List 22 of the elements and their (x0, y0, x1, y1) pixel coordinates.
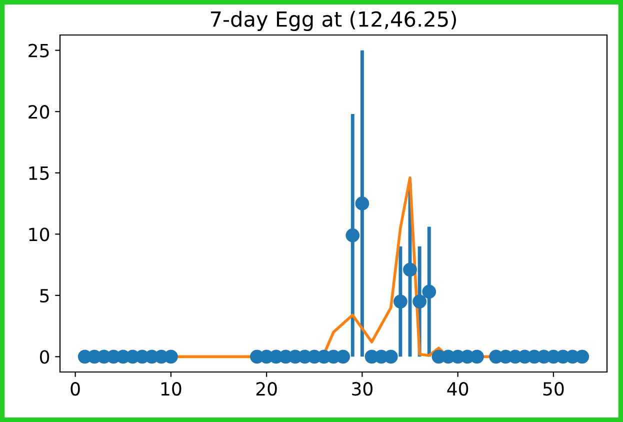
point (355, 196, 370, 210)
x-tick-label: 0 (70, 382, 80, 396)
point (346, 228, 360, 242)
y-tick-label: 5 (40, 289, 49, 303)
x-tick-label: 20 (256, 382, 277, 396)
y-tick-label: 15 (29, 166, 49, 180)
point (336, 350, 350, 364)
y-tick-label: 0 (40, 350, 50, 364)
point (393, 294, 408, 308)
chart-title: 7-day Egg at (12,46.25) (210, 10, 456, 31)
point (422, 284, 436, 299)
point (403, 262, 417, 277)
x-tick-label: 40 (447, 382, 468, 396)
x-tick-label: 50 (543, 382, 564, 396)
y-tick-label: 10 (29, 228, 50, 242)
point (412, 294, 427, 308)
x-tick-label: 10 (161, 382, 182, 396)
y-tick-label: 25 (28, 44, 49, 58)
x-tick-label: 30 (352, 382, 372, 396)
point (575, 350, 590, 364)
y-tick-label: 20 (28, 105, 50, 119)
point (470, 350, 484, 364)
